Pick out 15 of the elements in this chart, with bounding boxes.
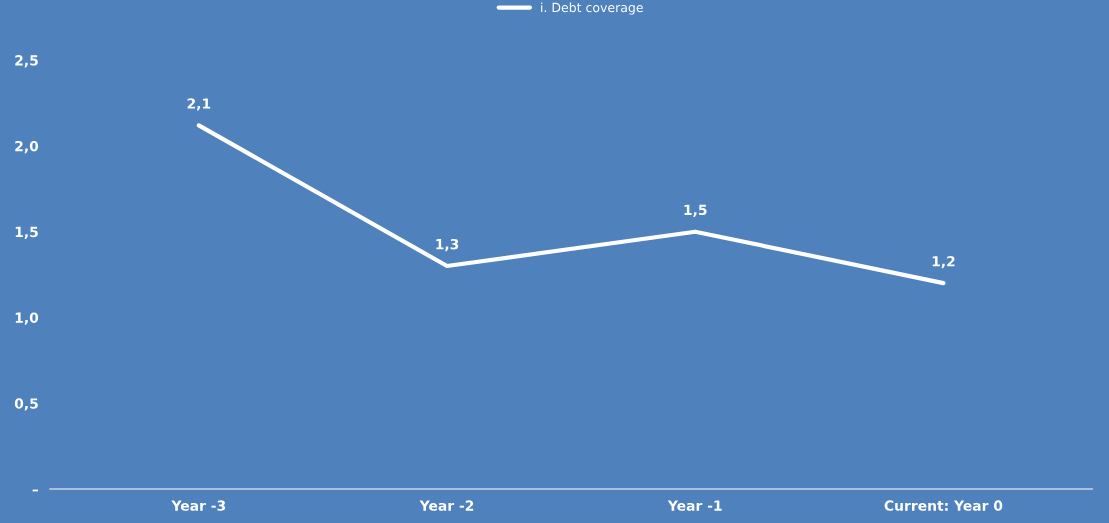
y-tick-label: 1,0 <box>15 312 39 325</box>
y-tick-label: 2,0 <box>15 140 39 154</box>
x-tick-label: Year -2 <box>419 500 474 511</box>
data-label: 1,5 <box>684 204 707 217</box>
data-label: 2,1 <box>187 98 211 111</box>
legend-label: i. Debt coverage <box>541 2 643 15</box>
y-tick-label: 1,5 <box>15 226 38 239</box>
y-tick-label: 0,5 <box>14 398 38 411</box>
data-label: 1,3 <box>436 238 459 252</box>
x-tick-label: Year -3 <box>171 500 226 511</box>
y-tick-label: – <box>32 489 39 492</box>
x-tick-label: Current: Year 0 <box>884 500 1003 511</box>
x-tick-label: Year -1 <box>667 500 722 511</box>
y-tick-label: 2,5 <box>15 55 38 68</box>
data-label: 1,2 <box>932 256 955 269</box>
